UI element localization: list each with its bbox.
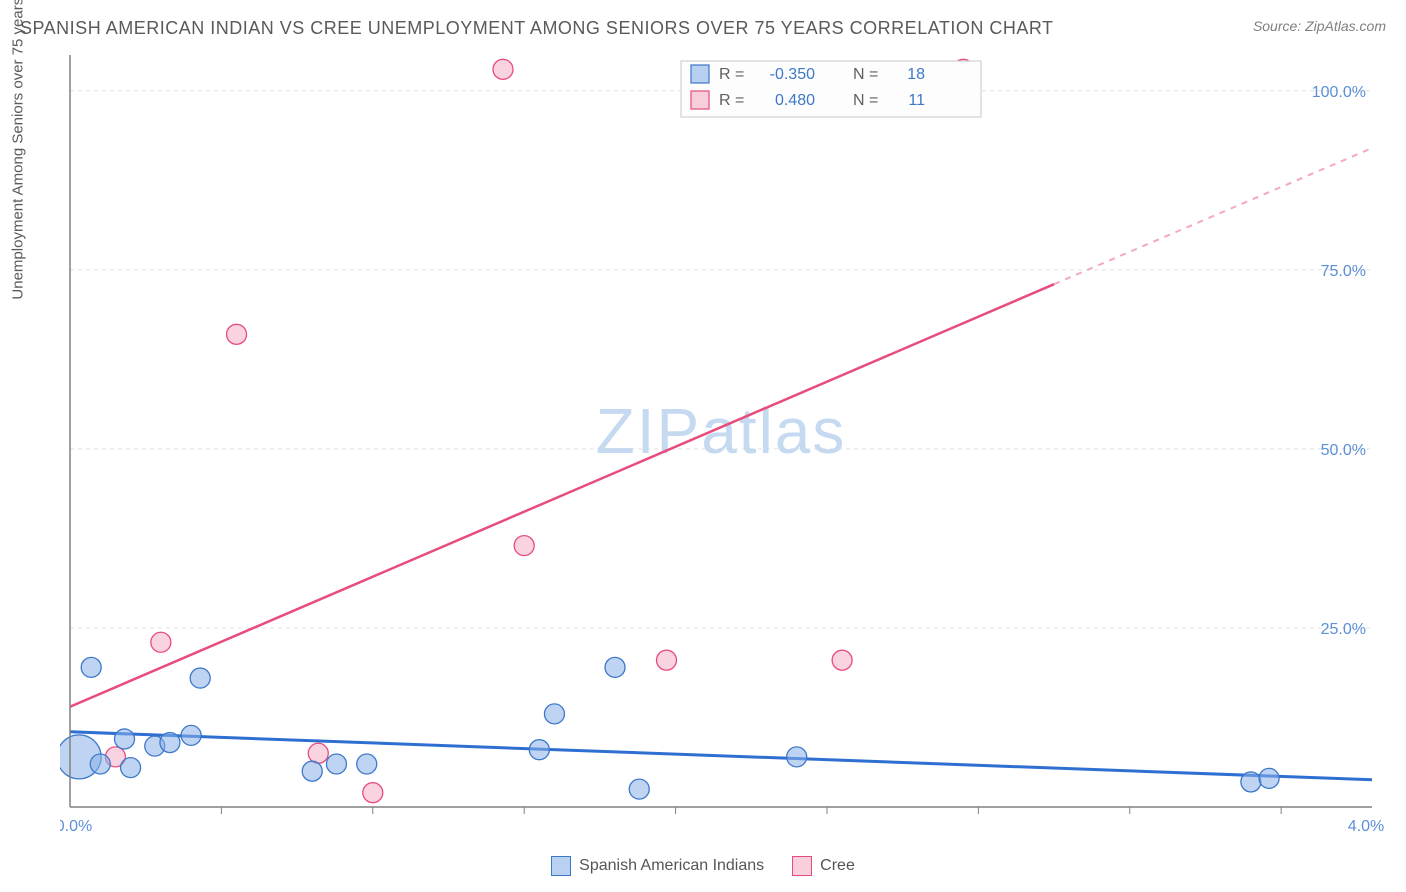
data-point-spanish — [1241, 772, 1261, 792]
legend-label-pink: Cree — [820, 857, 855, 875]
data-point-spanish — [81, 657, 101, 677]
x-tick-label: 0.0% — [60, 818, 92, 835]
stats-legend-swatch — [691, 91, 709, 109]
data-point-cree — [227, 324, 247, 344]
data-point-spanish — [190, 668, 210, 688]
legend-swatch-blue — [551, 856, 571, 876]
stats-r-value: 0.480 — [775, 92, 815, 109]
data-point-spanish — [326, 754, 346, 774]
data-point-cree — [832, 650, 852, 670]
data-point-cree — [656, 650, 676, 670]
stats-n-value: 18 — [907, 66, 925, 83]
data-point-spanish — [1259, 768, 1279, 788]
y-tick-label: 100.0% — [1312, 84, 1366, 101]
y-tick-label: 50.0% — [1321, 442, 1366, 459]
data-point-spanish — [787, 747, 807, 767]
legend-label-blue: Spanish American Indians — [579, 857, 764, 875]
y-tick-label: 25.0% — [1321, 621, 1366, 638]
data-point-spanish — [529, 740, 549, 760]
legend-item-blue: Spanish American Indians — [551, 856, 764, 876]
data-point-spanish — [605, 657, 625, 677]
y-tick-label: 75.0% — [1321, 263, 1366, 280]
stats-n-label: N = — [853, 92, 878, 109]
data-point-cree — [308, 743, 328, 763]
data-point-cree — [493, 59, 513, 79]
stats-legend-swatch — [691, 65, 709, 83]
data-point-spanish — [160, 733, 180, 753]
data-point-spanish — [357, 754, 377, 774]
data-point-spanish — [90, 754, 110, 774]
chart-title: SPANISH AMERICAN INDIAN VS CREE UNEMPLOY… — [20, 18, 1054, 39]
scatter-chart: 25.0% 50.0% 75.0% 100.0% ZIPatlas 0.0% 4.0% R =… — [60, 47, 1386, 837]
data-point-cree — [514, 536, 534, 556]
data-point-cree — [363, 783, 383, 803]
stats-r-label: R = — [719, 66, 744, 83]
data-point-spanish — [544, 704, 564, 724]
chart-header: SPANISH AMERICAN INDIAN VS CREE UNEMPLOY… — [0, 0, 1406, 47]
data-point-spanish — [115, 729, 135, 749]
stats-r-value: -0.350 — [770, 66, 815, 83]
y-axis-label: Unemployment Among Seniors over 75 years — [10, 0, 27, 300]
chart-area: Unemployment Among Seniors over 75 years… — [60, 47, 1386, 837]
data-point-spanish — [629, 779, 649, 799]
stats-n-value: 11 — [908, 92, 925, 109]
stats-n-label: N = — [853, 66, 878, 83]
data-point-spanish — [302, 761, 322, 781]
data-point-spanish — [181, 725, 201, 745]
trendline-cree — [70, 284, 1054, 707]
series-legend: Spanish American Indians Cree — [0, 856, 1406, 876]
legend-swatch-pink — [792, 856, 812, 876]
watermark: ZIPatlas — [596, 395, 847, 467]
legend-item-pink: Cree — [792, 856, 855, 876]
trendline-spanish — [70, 732, 1372, 780]
data-point-spanish — [121, 758, 141, 778]
data-point-cree — [151, 632, 171, 652]
source-attribution: Source: ZipAtlas.com — [1253, 18, 1386, 34]
x-tick-label: 4.0% — [1348, 818, 1384, 835]
stats-r-label: R = — [719, 92, 744, 109]
